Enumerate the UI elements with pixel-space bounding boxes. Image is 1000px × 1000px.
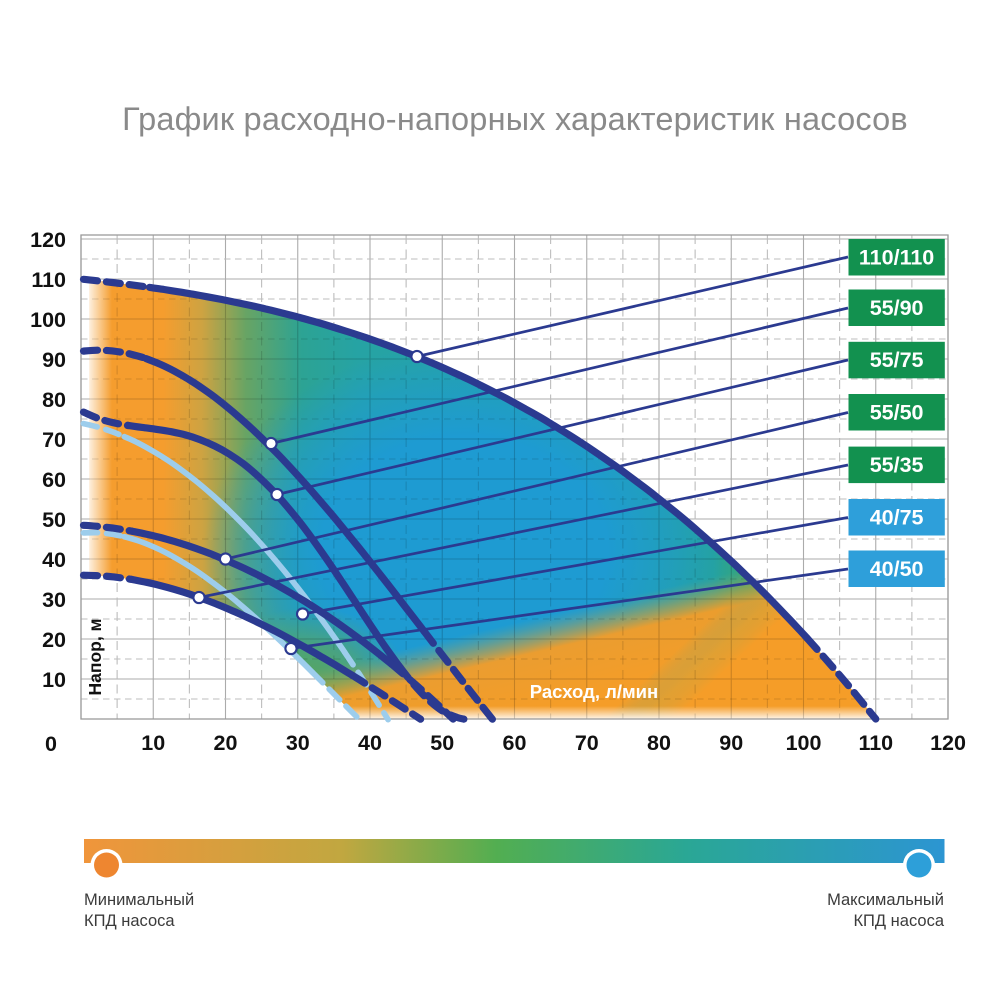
svg-text:30: 30	[42, 588, 66, 612]
svg-text:КПД насоса: КПД насоса	[84, 912, 175, 930]
svg-text:90: 90	[719, 731, 743, 755]
svg-text:110: 110	[31, 268, 66, 292]
svg-text:10: 10	[141, 731, 165, 755]
svg-text:40/75: 40/75	[870, 505, 924, 529]
svg-text:110: 110	[858, 731, 893, 755]
svg-text:Напор, м: Напор, м	[85, 619, 105, 696]
svg-text:30: 30	[286, 731, 310, 755]
svg-text:Максимальный: Максимальный	[827, 891, 944, 909]
svg-text:20: 20	[42, 628, 66, 652]
svg-text:40: 40	[42, 548, 66, 572]
svg-text:60: 60	[503, 731, 527, 755]
svg-text:120: 120	[30, 228, 66, 252]
svg-text:60: 60	[42, 468, 66, 492]
svg-text:120: 120	[930, 731, 966, 755]
svg-text:70: 70	[575, 731, 599, 755]
svg-text:100: 100	[30, 308, 66, 332]
svg-text:50: 50	[430, 731, 454, 755]
svg-text:55/90: 55/90	[870, 296, 924, 320]
svg-text:КПД насоса: КПД насоса	[853, 912, 944, 930]
svg-text:70: 70	[42, 428, 66, 452]
svg-text:55/35: 55/35	[870, 453, 924, 477]
svg-text:110/110: 110/110	[859, 245, 934, 269]
svg-text:20: 20	[214, 731, 238, 755]
svg-text:40/50: 40/50	[870, 557, 924, 581]
svg-text:Расход, л/мин: Расход, л/мин	[530, 681, 658, 702]
svg-text:55/50: 55/50	[870, 400, 924, 424]
svg-text:80: 80	[42, 388, 66, 412]
svg-text:50: 50	[42, 508, 66, 532]
svg-text:80: 80	[647, 731, 671, 755]
svg-text:0: 0	[45, 732, 57, 756]
svg-text:90: 90	[42, 348, 66, 372]
svg-text:40: 40	[358, 731, 382, 755]
svg-text:100: 100	[786, 731, 822, 755]
svg-text:Минимальный: Минимальный	[84, 891, 194, 909]
svg-text:График расходно-напорных харак: График расходно-напорных характеристик н…	[122, 101, 908, 137]
svg-text:10: 10	[42, 668, 66, 692]
svg-text:55/75: 55/75	[870, 348, 924, 372]
